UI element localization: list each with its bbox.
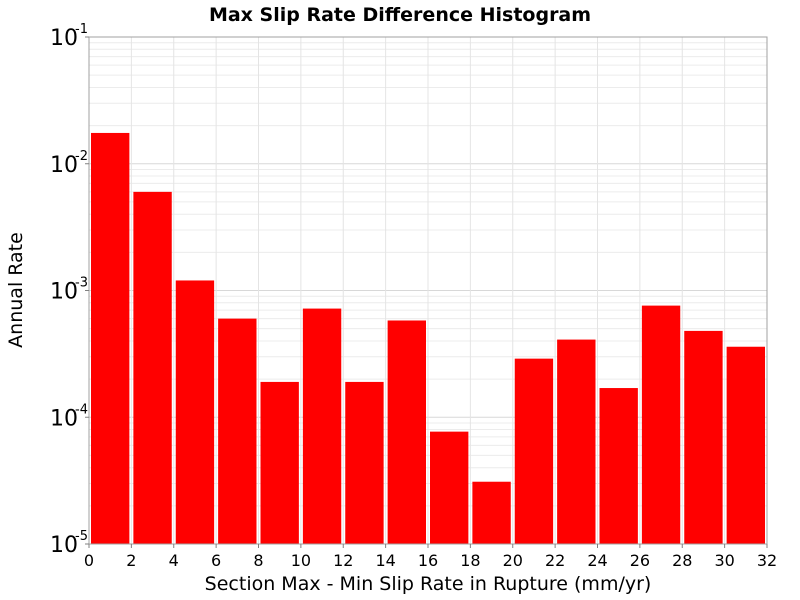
x-tick-label: 2 <box>126 551 136 570</box>
x-tick-label: 24 <box>587 551 607 570</box>
histogram-bar <box>133 191 172 544</box>
x-tick-label: 16 <box>418 551 438 570</box>
x-axis-label: Section Max - Min Slip Rate in Rupture (… <box>205 573 652 595</box>
y-tick-label: 10 <box>50 406 78 431</box>
chart-title: Max Slip Rate Difference Histogram <box>209 4 591 26</box>
y-tick-exponent: -3 <box>75 276 88 291</box>
histogram-bar <box>218 318 257 544</box>
histogram-bar <box>175 280 215 544</box>
y-tick-label: 10 <box>50 280 78 305</box>
y-tick-label: 10 <box>50 533 78 558</box>
histogram-bar <box>557 339 596 544</box>
histogram-bar <box>641 305 681 544</box>
histogram-bar <box>472 481 511 544</box>
x-tick-label: 8 <box>253 551 263 570</box>
histogram-bar <box>302 308 342 544</box>
y-tick-exponent: -1 <box>75 22 88 37</box>
bars <box>91 132 765 544</box>
histogram-bar <box>91 132 130 544</box>
x-tick-label: 0 <box>84 551 94 570</box>
x-tick-label: 12 <box>333 551 353 570</box>
histogram-bar <box>684 330 723 544</box>
y-axis-label: Annual Rate <box>5 232 27 348</box>
x-tick-label: 14 <box>375 551 395 570</box>
x-tick-label: 26 <box>630 551 650 570</box>
plot-area <box>88 36 768 545</box>
x-tick-label: 6 <box>211 551 221 570</box>
x-tick-label: 18 <box>460 551 480 570</box>
x-tick-label: 32 <box>757 551 777 570</box>
histogram-bar <box>387 320 426 544</box>
y-axis-ticks: 10-510-410-310-210-1 <box>50 22 89 558</box>
y-tick-label: 10 <box>50 26 78 51</box>
x-axis-ticks: 0 2 4 6 8 10 12 14 16 18 20 22 24 26 28 30 32 <box>84 544 777 570</box>
y-tick-exponent: -5 <box>75 529 88 544</box>
y-tick-label: 10 <box>50 153 78 178</box>
x-tick-label: 22 <box>545 551 565 570</box>
y-tick-exponent: -4 <box>75 402 88 417</box>
x-tick-label: 30 <box>714 551 734 570</box>
x-tick-label: 4 <box>169 551 179 570</box>
y-tick-exponent: -2 <box>75 149 88 164</box>
histogram-bar <box>430 431 469 544</box>
histogram-bar <box>599 388 638 544</box>
x-tick-label: 28 <box>672 551 692 570</box>
histogram-bar <box>260 381 299 544</box>
x-tick-label: 20 <box>503 551 523 570</box>
histogram-bar <box>345 381 384 544</box>
histogram-bar <box>514 358 554 544</box>
x-tick-label: 10 <box>291 551 311 570</box>
histogram-bar <box>726 346 765 544</box>
